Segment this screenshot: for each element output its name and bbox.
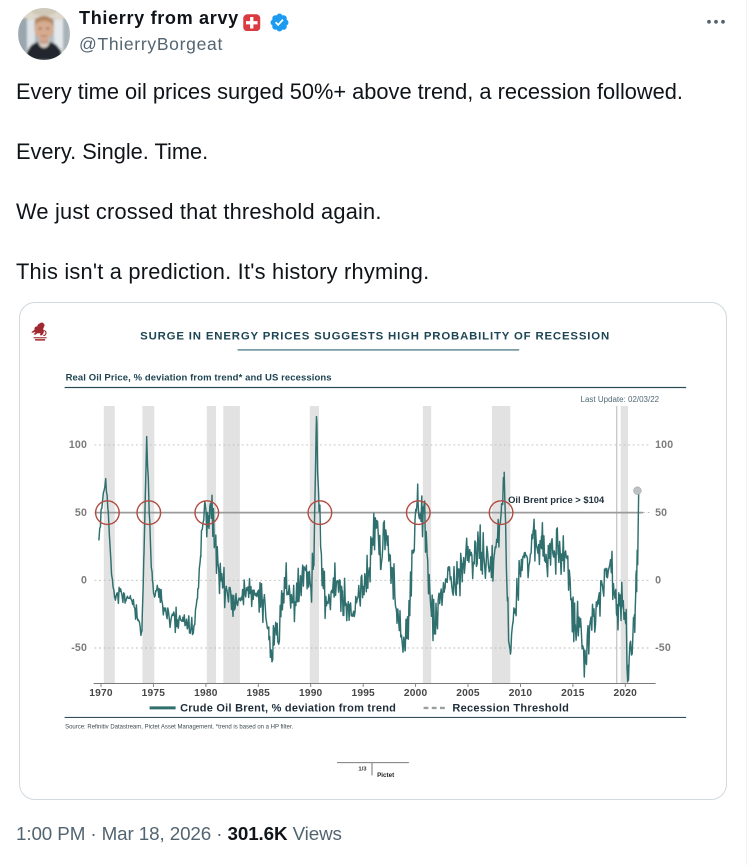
svg-text:Real Oil Price, % deviation fr: Real Oil Price, % deviation from trend* … bbox=[66, 373, 332, 384]
svg-text:1980: 1980 bbox=[195, 688, 219, 699]
svg-text:Oil Brent price > $104: Oil Brent price > $104 bbox=[508, 494, 605, 505]
svg-text:SURGE IN ENERGY PRICES SUGGEST: SURGE IN ENERGY PRICES SUGGESTS HIGH PRO… bbox=[141, 330, 611, 342]
svg-text:1970: 1970 bbox=[90, 688, 114, 699]
svg-text:100: 100 bbox=[69, 439, 87, 451]
svg-text:Source: Refinitiv Datastream,: Source: Refinitiv Datastream, Pictet Ass… bbox=[65, 725, 293, 731]
svg-text:-50: -50 bbox=[72, 642, 88, 654]
svg-text:1990: 1990 bbox=[299, 688, 323, 699]
svg-text:1995: 1995 bbox=[352, 688, 376, 699]
svg-text:2010: 2010 bbox=[509, 688, 533, 699]
svg-text:2000: 2000 bbox=[404, 688, 428, 699]
svg-text:Last Update: 02/03/22: Last Update: 02/03/22 bbox=[581, 395, 660, 404]
svg-text:2005: 2005 bbox=[457, 688, 481, 699]
svg-text:1975: 1975 bbox=[142, 688, 166, 699]
svg-text:50: 50 bbox=[75, 507, 87, 519]
svg-text:0: 0 bbox=[655, 574, 661, 586]
svg-text:0: 0 bbox=[81, 574, 87, 586]
svg-text:1/3: 1/3 bbox=[359, 766, 368, 772]
svg-text:100: 100 bbox=[655, 439, 673, 451]
svg-text:2020: 2020 bbox=[614, 688, 638, 699]
svg-text:1985: 1985 bbox=[247, 688, 271, 699]
svg-text:50: 50 bbox=[655, 507, 667, 519]
svg-text:Recession Threshold: Recession Threshold bbox=[453, 703, 570, 715]
svg-text:-50: -50 bbox=[655, 642, 671, 654]
svg-text:Pictet: Pictet bbox=[377, 772, 395, 779]
svg-text:Crude Oil Brent, % deviation f: Crude Oil Brent, % deviation from trend bbox=[180, 703, 396, 715]
svg-text:2015: 2015 bbox=[562, 688, 586, 699]
